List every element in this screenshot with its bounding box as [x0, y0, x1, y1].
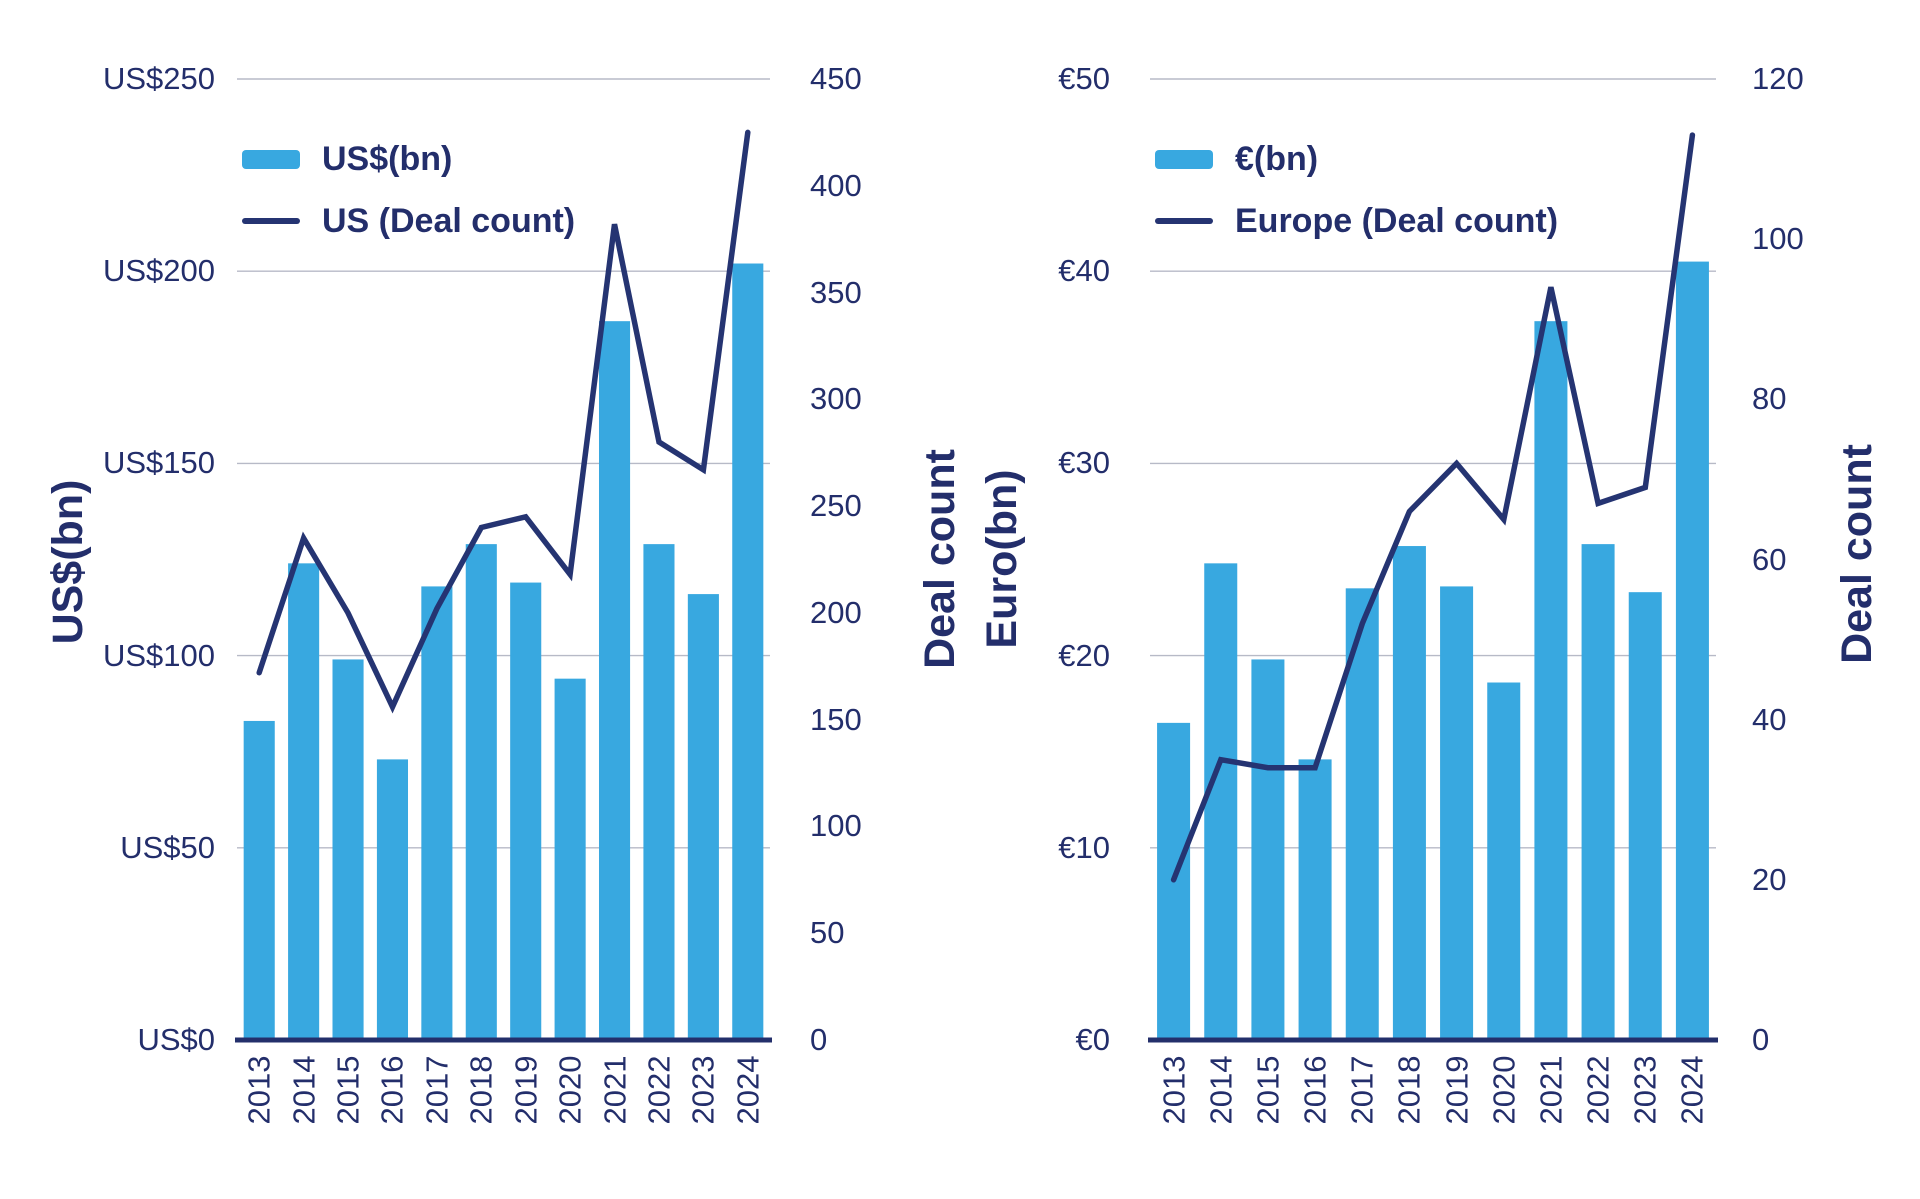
bar-us-2018 — [465, 544, 497, 1040]
bar-europe-2016 — [1298, 759, 1332, 1040]
year-label-europe-2019: 2019 — [1439, 1055, 1475, 1125]
year-label-europe-2023: 2023 — [1627, 1055, 1663, 1125]
tick-europe-left-20: €20 — [1058, 637, 1110, 673]
year-label-europe-2024: 2024 — [1674, 1055, 1710, 1125]
tick-europe-right-40: 40 — [1752, 701, 1787, 737]
us-line-legend-swatch-icon — [242, 218, 300, 224]
year-label-us-2022: 2022 — [641, 1055, 677, 1125]
bar-us-2019 — [510, 582, 542, 1040]
tick-us-right-350: 350 — [810, 274, 862, 310]
tick-us-right-300: 300 — [810, 381, 862, 417]
year-label-us-2019: 2019 — [508, 1055, 544, 1125]
year-label-us-2020: 2020 — [552, 1055, 588, 1125]
tick-us-left-100: US$100 — [102, 637, 215, 673]
bar-europe-2015 — [1251, 659, 1285, 1040]
year-label-us-2015: 2015 — [330, 1055, 366, 1125]
year-label-europe-2014: 2014 — [1203, 1055, 1239, 1125]
line-us-deal-count — [256, 129, 751, 714]
tick-us-right-0: 0 — [810, 1022, 828, 1057]
legend-row-us-line: US (Deal count) — [242, 190, 575, 252]
bar-europe-2014 — [1204, 563, 1238, 1040]
bar-us-2013 — [243, 720, 275, 1040]
tick-us-right-200: 200 — [810, 594, 862, 630]
year-label-europe-2015: 2015 — [1250, 1055, 1286, 1125]
year-label-europe-2020: 2020 — [1486, 1055, 1522, 1125]
us-bar-legend-swatch-icon — [242, 149, 300, 169]
tick-us-right-50: 50 — [810, 915, 845, 951]
year-label-europe-2018: 2018 — [1391, 1055, 1427, 1125]
bar-europe-2022 — [1581, 544, 1615, 1040]
year-label-europe-2016: 2016 — [1297, 1055, 1333, 1125]
tick-europe-right-20: 20 — [1752, 861, 1787, 897]
tick-us-right-450: 450 — [810, 61, 862, 96]
year-label-us-2016: 2016 — [374, 1055, 410, 1125]
year-label-us-2014: 2014 — [286, 1055, 322, 1125]
europe-line-legend-swatch-icon — [1155, 218, 1213, 224]
tick-europe-right-80: 80 — [1752, 381, 1787, 417]
year-label-europe-2013: 2013 — [1156, 1055, 1192, 1125]
us-left-axis-title: US$(bn) — [44, 479, 92, 645]
legend-row-europe-bar: €(bn) — [1155, 128, 1558, 190]
europe-bar-legend-swatch-icon — [1155, 149, 1213, 169]
tick-europe-left-40: €40 — [1058, 253, 1110, 289]
line-europe-deal-count — [1170, 132, 1696, 883]
year-label-us-2017: 2017 — [419, 1055, 455, 1125]
bar-us-2017 — [421, 586, 453, 1040]
tick-us-right-250: 250 — [810, 488, 862, 524]
bar-europe-2023 — [1628, 592, 1662, 1040]
tick-europe-right-100: 100 — [1752, 221, 1804, 257]
legend-row-us-bar: US$(bn) — [242, 128, 575, 190]
tick-us-right-150: 150 — [810, 701, 862, 737]
bar-us-2015 — [332, 659, 364, 1040]
bar-europe-2020 — [1487, 682, 1521, 1040]
bar-europe-2019 — [1440, 586, 1474, 1040]
bar-us-2020 — [554, 678, 586, 1040]
year-label-us-2021: 2021 — [597, 1055, 633, 1125]
legend-row-europe-line: Europe (Deal count) — [1155, 190, 1558, 252]
tick-us-left-150: US$150 — [102, 445, 215, 481]
europe-left-axis-title: Euro(bn) — [978, 469, 1026, 649]
year-label-us-2018: 2018 — [463, 1055, 499, 1125]
tick-us-left-250: US$250 — [102, 61, 215, 96]
year-label-us-2023: 2023 — [685, 1055, 721, 1125]
tick-europe-right-120: 120 — [1752, 61, 1804, 96]
year-label-us-2024: 2024 — [730, 1055, 766, 1125]
year-label-europe-2022: 2022 — [1580, 1055, 1616, 1125]
tick-europe-right-0: 0 — [1752, 1022, 1770, 1057]
bar-europe-2021 — [1534, 321, 1568, 1040]
tick-us-left-200: US$200 — [102, 253, 215, 289]
tick-us-left-50: US$50 — [120, 829, 215, 865]
bar-europe-2018 — [1392, 546, 1426, 1040]
bar-europe-2024 — [1675, 261, 1709, 1041]
us-bar-legend-label: US$(bn) — [322, 139, 453, 178]
year-label-europe-2021: 2021 — [1533, 1055, 1569, 1125]
tick-europe-left-10: €10 — [1058, 829, 1110, 865]
tick-us-left-0: US$0 — [137, 1022, 215, 1057]
legend-us: US$(bn) US (Deal count) — [242, 128, 575, 252]
europe-line-legend-label: Europe (Deal count) — [1235, 201, 1559, 240]
bar-us-2024 — [732, 263, 764, 1041]
year-label-europe-2017: 2017 — [1344, 1055, 1380, 1125]
bar-us-2023 — [687, 594, 719, 1040]
tick-europe-right-60: 60 — [1752, 541, 1787, 577]
tick-us-right-400: 400 — [810, 167, 862, 203]
bar-us-2021 — [598, 321, 631, 1040]
tick-europe-left-50: €50 — [1058, 61, 1110, 96]
bar-us-2014 — [288, 563, 320, 1040]
legend-europe: €(bn) Europe (Deal count) — [1155, 128, 1558, 252]
tick-europe-left-30: €30 — [1058, 445, 1110, 481]
bar-us-2022 — [643, 544, 675, 1040]
us-line-legend-label: US (Deal count) — [322, 201, 576, 240]
tick-europe-left-0: €0 — [1075, 1022, 1110, 1057]
year-label-us-2013: 2013 — [241, 1055, 277, 1125]
tick-us-right-100: 100 — [810, 808, 862, 844]
europe-bar-legend-label: €(bn) — [1235, 139, 1319, 178]
bar-us-2016 — [376, 759, 409, 1040]
